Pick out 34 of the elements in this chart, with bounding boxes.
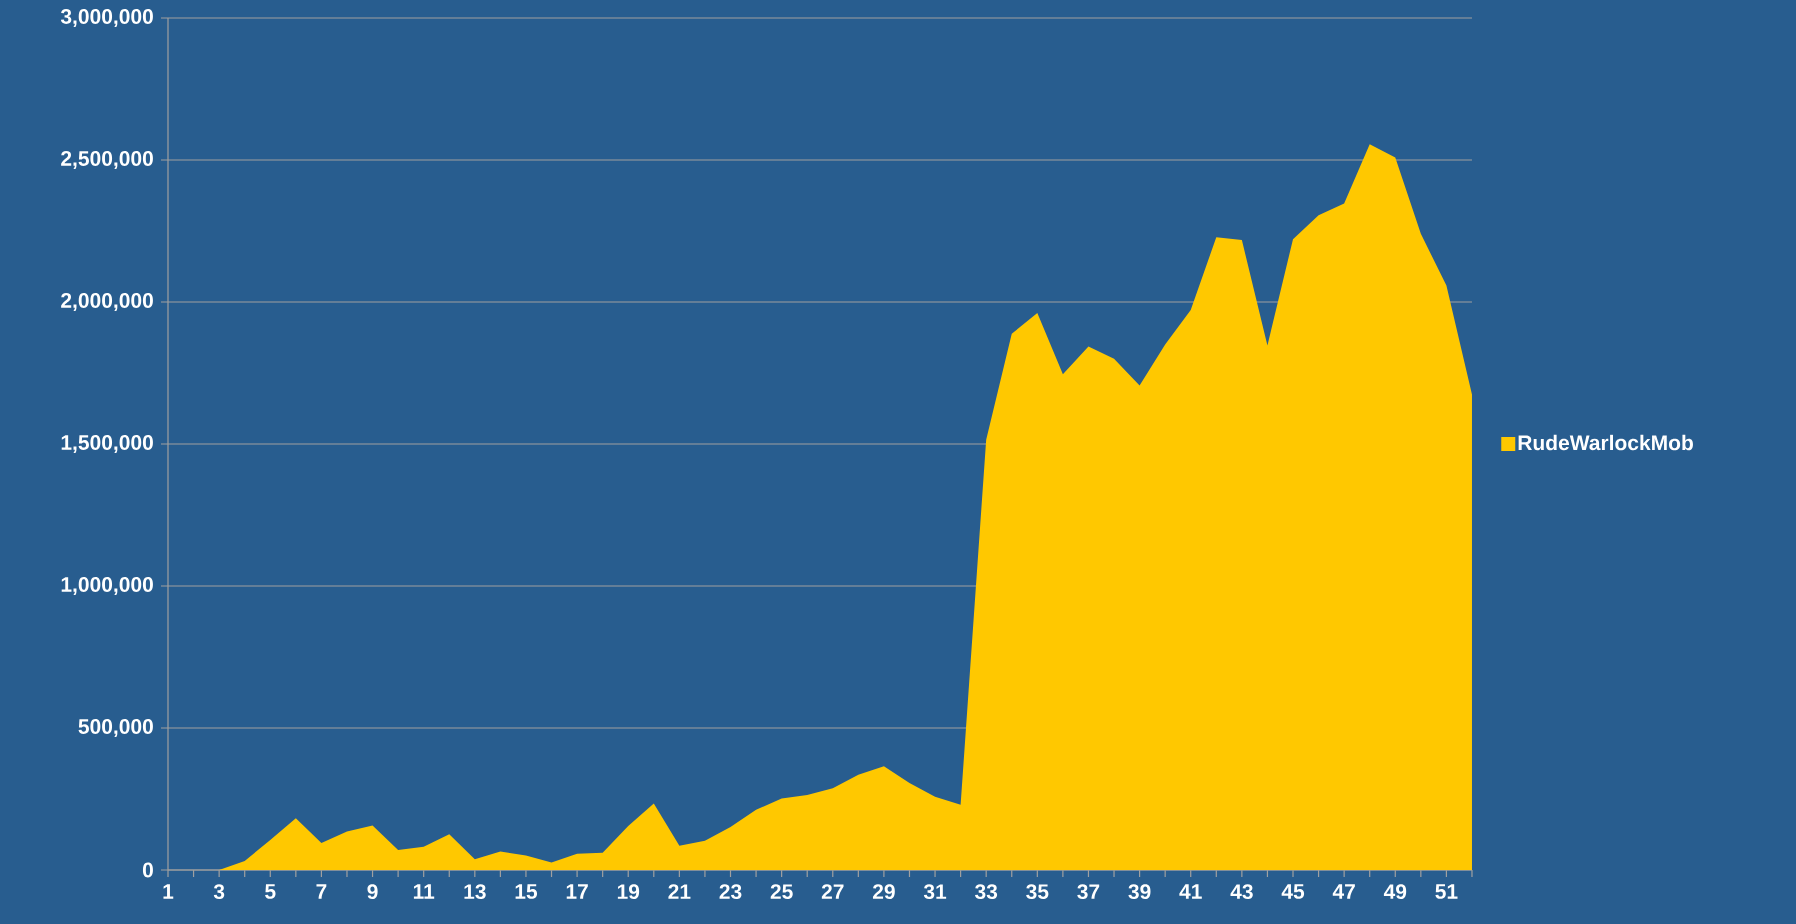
x-tick-label: 5: [265, 884, 276, 899]
x-tick-label: 23: [719, 884, 742, 900]
y-tick-label: 1,500,000: [61, 435, 153, 453]
x-tick-label: 9: [367, 884, 378, 900]
x-tick-label: 27: [821, 884, 844, 899]
x-tick-label: 19: [617, 884, 640, 900]
x-tick-label: 45: [1281, 884, 1305, 899]
x-tick-label: 3: [213, 884, 225, 900]
x-tick-label: 13: [464, 884, 486, 900]
x-tick-label: 39: [1128, 884, 1151, 900]
y-tick-label: 0: [142, 862, 153, 878]
x-tick-label: 11: [413, 884, 435, 899]
x-tick-label: 49: [1383, 884, 1407, 900]
legend-label: RudeWarlockMob: [1518, 434, 1693, 451]
y-tick-label: 1,000,000: [61, 577, 153, 595]
y-tick-label: 500,000: [78, 719, 153, 737]
x-tick-label: 21: [668, 884, 691, 899]
x-tick-label: 1: [163, 884, 174, 899]
x-tick-label: 7: [316, 884, 327, 899]
y-tick-label: 2,500,000: [61, 151, 153, 169]
x-tick-label: 29: [872, 884, 895, 900]
x-tick-label: 17: [566, 884, 588, 899]
x-tick-label: 31: [923, 884, 947, 900]
x-tick-label: 43: [1230, 884, 1253, 900]
x-tick-label: 15: [515, 884, 538, 899]
x-tick-label: 41: [1179, 884, 1202, 899]
x-tick-label: 37: [1077, 884, 1100, 900]
x-tick-label: 47: [1332, 884, 1355, 899]
x-tick-label: 35: [1026, 884, 1049, 900]
y-tick-label: 2,000,000: [61, 293, 153, 311]
x-tick-label: 25: [770, 884, 793, 900]
x-tick-label: 33: [974, 884, 998, 900]
y-tick-label: 3,000,000: [60, 9, 153, 27]
x-tick-label: 51: [1435, 884, 1458, 899]
